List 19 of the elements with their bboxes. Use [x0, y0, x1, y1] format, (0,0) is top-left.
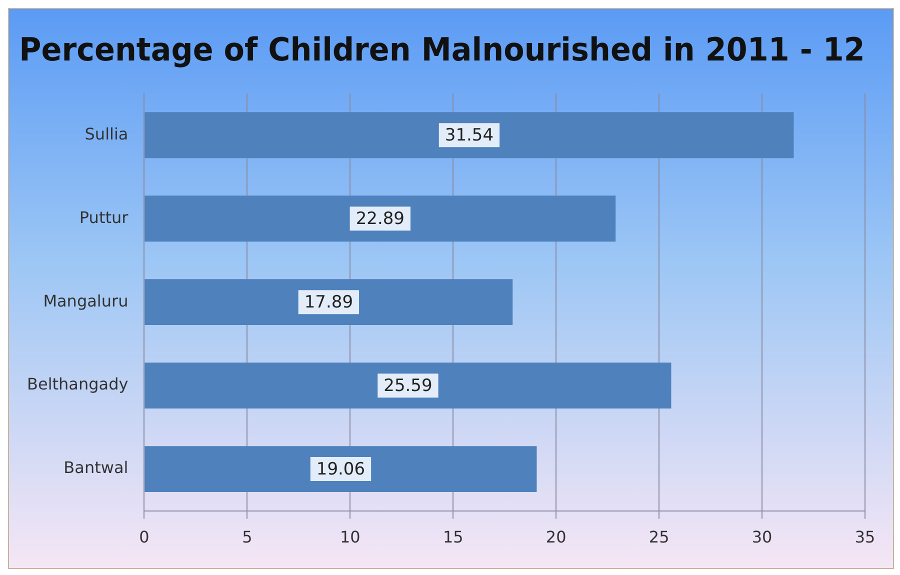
data-label: 22.89 — [356, 209, 404, 230]
x-tick-label: 30 — [752, 528, 772, 547]
x-tick-label: 10 — [340, 528, 360, 547]
data-label: 31.54 — [444, 126, 494, 146]
x-tick-label: 20 — [546, 528, 566, 547]
y-tick-label: Mangaluru — [43, 291, 128, 310]
x-tick-label: 5 — [242, 528, 252, 547]
y-tick-label: Puttur — [79, 208, 129, 227]
data-label: 19.06 — [316, 459, 366, 480]
y-tick-label: Belthangady — [26, 374, 128, 394]
x-tick-label: 35 — [854, 528, 876, 547]
x-tick-label: 25 — [648, 528, 670, 547]
chart-title: Percentage of Children Malnourished in 2011 - 12 — [19, 32, 865, 69]
y-tick-label: Sullia — [84, 124, 128, 144]
x-tick-label: 0 — [139, 528, 150, 547]
data-label: 25.59 — [384, 376, 432, 396]
y-tick-label: Bantwal — [64, 458, 128, 478]
x-tick-label: 15 — [442, 528, 464, 547]
data-label: 17.89 — [304, 292, 354, 313]
